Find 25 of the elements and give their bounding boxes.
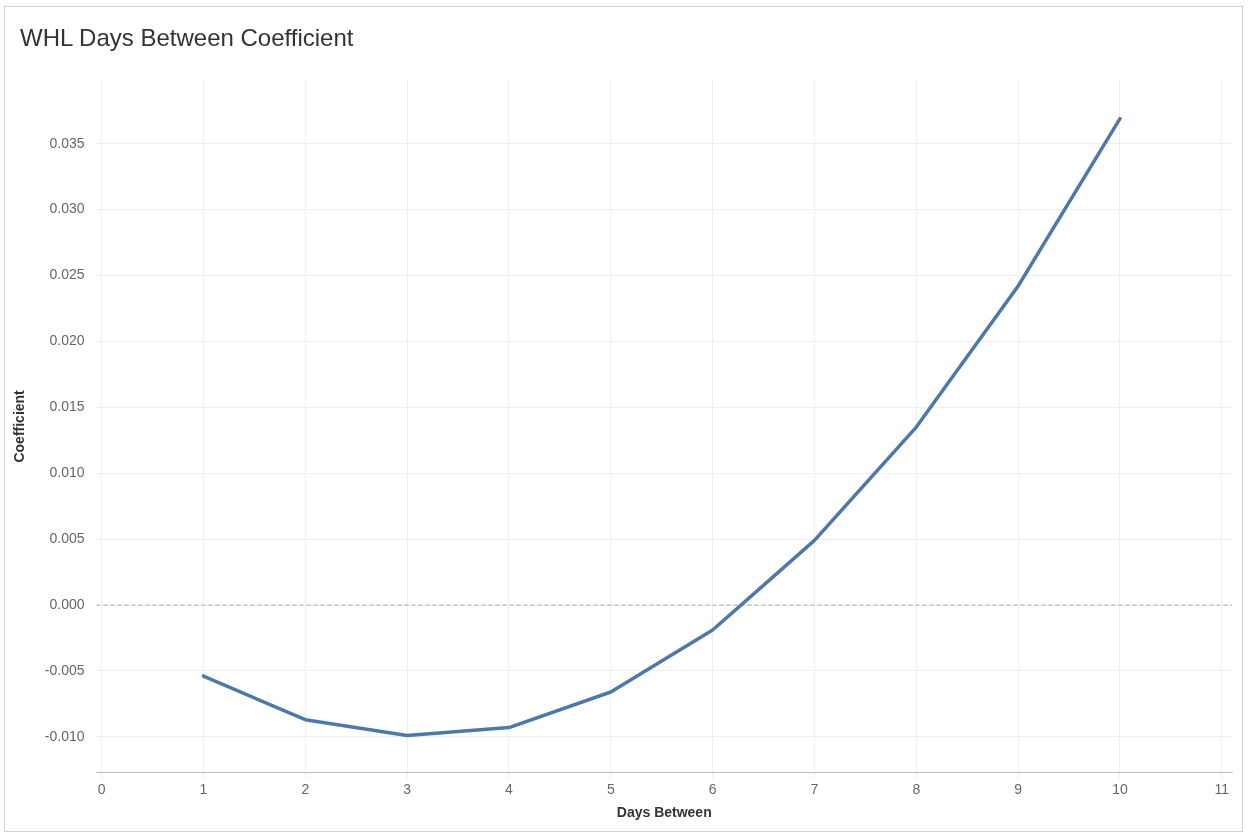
x-tick-label: 11 <box>1214 780 1230 797</box>
y-tick-label: 0.010 <box>49 464 85 481</box>
y-tick-label: 0.020 <box>49 332 85 349</box>
x-tick-label: 8 <box>912 780 921 797</box>
x-tick-label: 3 <box>403 780 412 797</box>
x-tick-label: 5 <box>606 780 615 797</box>
x-tick-label: 10 <box>1112 780 1128 797</box>
y-tick-label: 0.035 <box>49 134 85 151</box>
y-tick-label: 0.025 <box>49 266 85 283</box>
x-tick-label: 6 <box>708 780 717 797</box>
x-tick-label: 7 <box>810 780 819 797</box>
chart-title: WHL Days Between Coefficient <box>20 24 354 52</box>
y-tick-label: -0.005 <box>44 661 85 678</box>
y-tick-label: 0.030 <box>49 200 85 217</box>
y-tick-label: 0.015 <box>49 398 85 415</box>
x-axis-title: Days Between <box>616 804 712 821</box>
x-tick-label: 9 <box>1014 780 1023 797</box>
y-tick-label: -0.010 <box>44 727 85 744</box>
y-tick-label: 0.000 <box>49 595 85 612</box>
x-tick-label: 1 <box>199 780 208 797</box>
x-tick-label: 2 <box>301 780 310 797</box>
x-tick-label: 0 <box>97 780 106 797</box>
x-tick-label: 4 <box>505 780 514 797</box>
y-axis-title: Coefficient <box>11 389 28 463</box>
y-tick-label: 0.005 <box>49 529 85 546</box>
